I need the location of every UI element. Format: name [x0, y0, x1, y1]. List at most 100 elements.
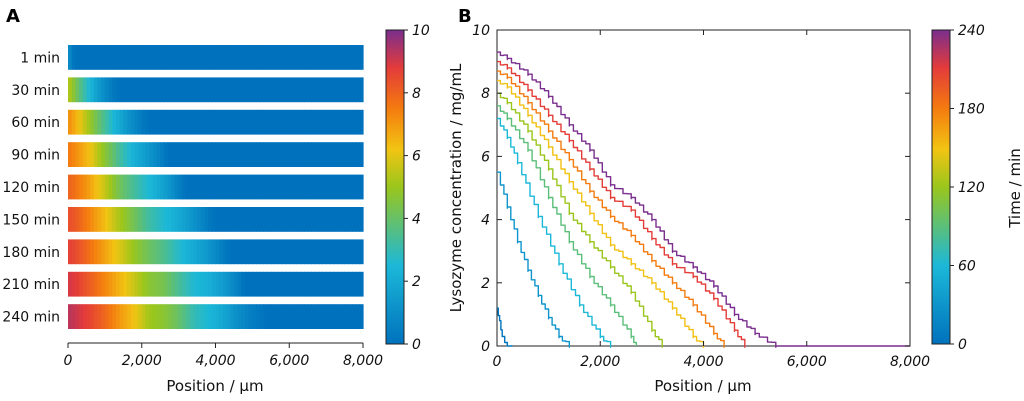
heatmap-cell	[222, 174, 228, 200]
heatmap-cell	[127, 77, 132, 103]
heatmap-cell	[219, 45, 224, 70]
heatmap-cell	[208, 45, 213, 70]
heatmap-cell	[270, 174, 276, 200]
heatmap-cell	[344, 207, 349, 232]
heatmap-cell	[359, 271, 364, 297]
heatmap-cell	[322, 109, 327, 135]
heatmap-row	[68, 174, 364, 200]
heatmap-cell	[115, 109, 121, 135]
heatmap-cell	[289, 304, 294, 329]
heatmap-cell	[278, 174, 283, 200]
heatmap-cell	[211, 109, 217, 135]
heatmap-cell	[241, 304, 246, 329]
heatmap-cell	[171, 142, 176, 167]
heatmap-cell	[215, 109, 220, 135]
heatmap-cell	[82, 174, 88, 200]
heatmap-cell	[322, 271, 327, 297]
heatmap-cell	[304, 45, 309, 70]
heatmap-cell	[307, 77, 312, 103]
heatmap-cell	[134, 207, 139, 232]
heatmap-cell	[263, 239, 268, 265]
heatmap-cell	[101, 271, 106, 297]
heatmap-cell	[171, 174, 176, 200]
heatmap-cell	[233, 174, 239, 200]
heatmap-cell	[281, 174, 287, 200]
heatmap-cell	[141, 174, 147, 200]
heatmap-cell	[82, 109, 88, 135]
heatmap-cell	[237, 174, 242, 200]
heatmap-cell	[219, 239, 224, 265]
heatmap-cell	[233, 207, 239, 232]
heatmap-x-axis-title: Position / μm	[166, 377, 263, 395]
heatmap-cell	[79, 239, 84, 265]
heatmap-cell	[222, 239, 228, 265]
heatmap-cell	[86, 77, 91, 103]
heatmap-cell	[281, 142, 287, 167]
heatmap-cell	[134, 271, 139, 297]
heatmap-cell	[263, 304, 268, 329]
heatmap-cell	[318, 207, 324, 232]
heatmap-cell	[97, 142, 102, 167]
heatmap-cell	[189, 304, 194, 329]
heatmap-cell	[270, 239, 276, 265]
heatmap-cell	[274, 174, 279, 200]
heatmap-cell	[68, 271, 73, 297]
heatmap-cell	[138, 271, 143, 297]
heatmap-cell	[186, 174, 191, 200]
heatmap-cell	[93, 109, 99, 135]
heatmap-cell	[256, 142, 261, 167]
heatmap-colorbar-tick-label: 10	[412, 23, 430, 39]
heatmap-cell	[112, 304, 117, 329]
heatmap-cell	[108, 109, 113, 135]
heatmap-cell	[123, 304, 128, 329]
heatmap-cell	[267, 207, 272, 232]
heatmap-cell	[197, 142, 202, 167]
heatmap-cell	[174, 77, 180, 103]
heatmap-cell	[97, 304, 102, 329]
heatmap-cell	[263, 45, 268, 70]
heatmap-cell	[141, 109, 147, 135]
heatmap-cell	[333, 239, 338, 265]
heatmap-cell	[208, 239, 213, 265]
heatmap-cell	[123, 207, 128, 232]
heatmap-cell	[149, 207, 154, 232]
heatmap-cell	[171, 109, 176, 135]
heatmap-cell	[289, 109, 294, 135]
heatmap-cell	[245, 174, 250, 200]
heatmap-cell	[322, 77, 327, 103]
heatmap-cell	[289, 239, 294, 265]
heatmap-cell	[230, 271, 235, 297]
heatmap-cell	[108, 304, 113, 329]
heatmap-cell	[79, 45, 84, 70]
heatmap-cell	[278, 304, 283, 329]
heatmap-cell	[197, 207, 202, 232]
heatmap-cell	[322, 304, 327, 329]
heatmap-cell	[145, 271, 150, 297]
heatmap-cell	[115, 304, 121, 329]
heatmap-cell	[119, 174, 124, 200]
heatmap-cell	[300, 142, 305, 167]
heatmap-cell	[292, 271, 298, 297]
heatmap-cell	[304, 109, 309, 135]
heatmap-cell	[130, 142, 135, 167]
heatmap-cell	[115, 239, 121, 265]
heatmap-cell	[340, 45, 346, 70]
heatmap-cell	[219, 77, 224, 103]
heatmap-cell	[259, 304, 265, 329]
heatmap-cell	[296, 109, 301, 135]
heatmap-cell	[289, 174, 294, 200]
heatmap-cell	[267, 271, 272, 297]
heatmap-cell	[315, 109, 320, 135]
heatmap-cell	[300, 304, 305, 329]
heatmap-cell	[104, 207, 110, 232]
heatmap-cell	[134, 109, 139, 135]
heatmap-cell	[112, 207, 117, 232]
heatmap-cell	[86, 142, 91, 167]
heatmap-cell	[333, 207, 338, 232]
heatmap-cell	[189, 142, 194, 167]
heatmap-cell	[211, 174, 217, 200]
heatmap-row-label: 30 min	[11, 83, 60, 99]
heatmap-cell	[156, 271, 161, 297]
line-x-tick-label: 6,000	[787, 354, 827, 370]
